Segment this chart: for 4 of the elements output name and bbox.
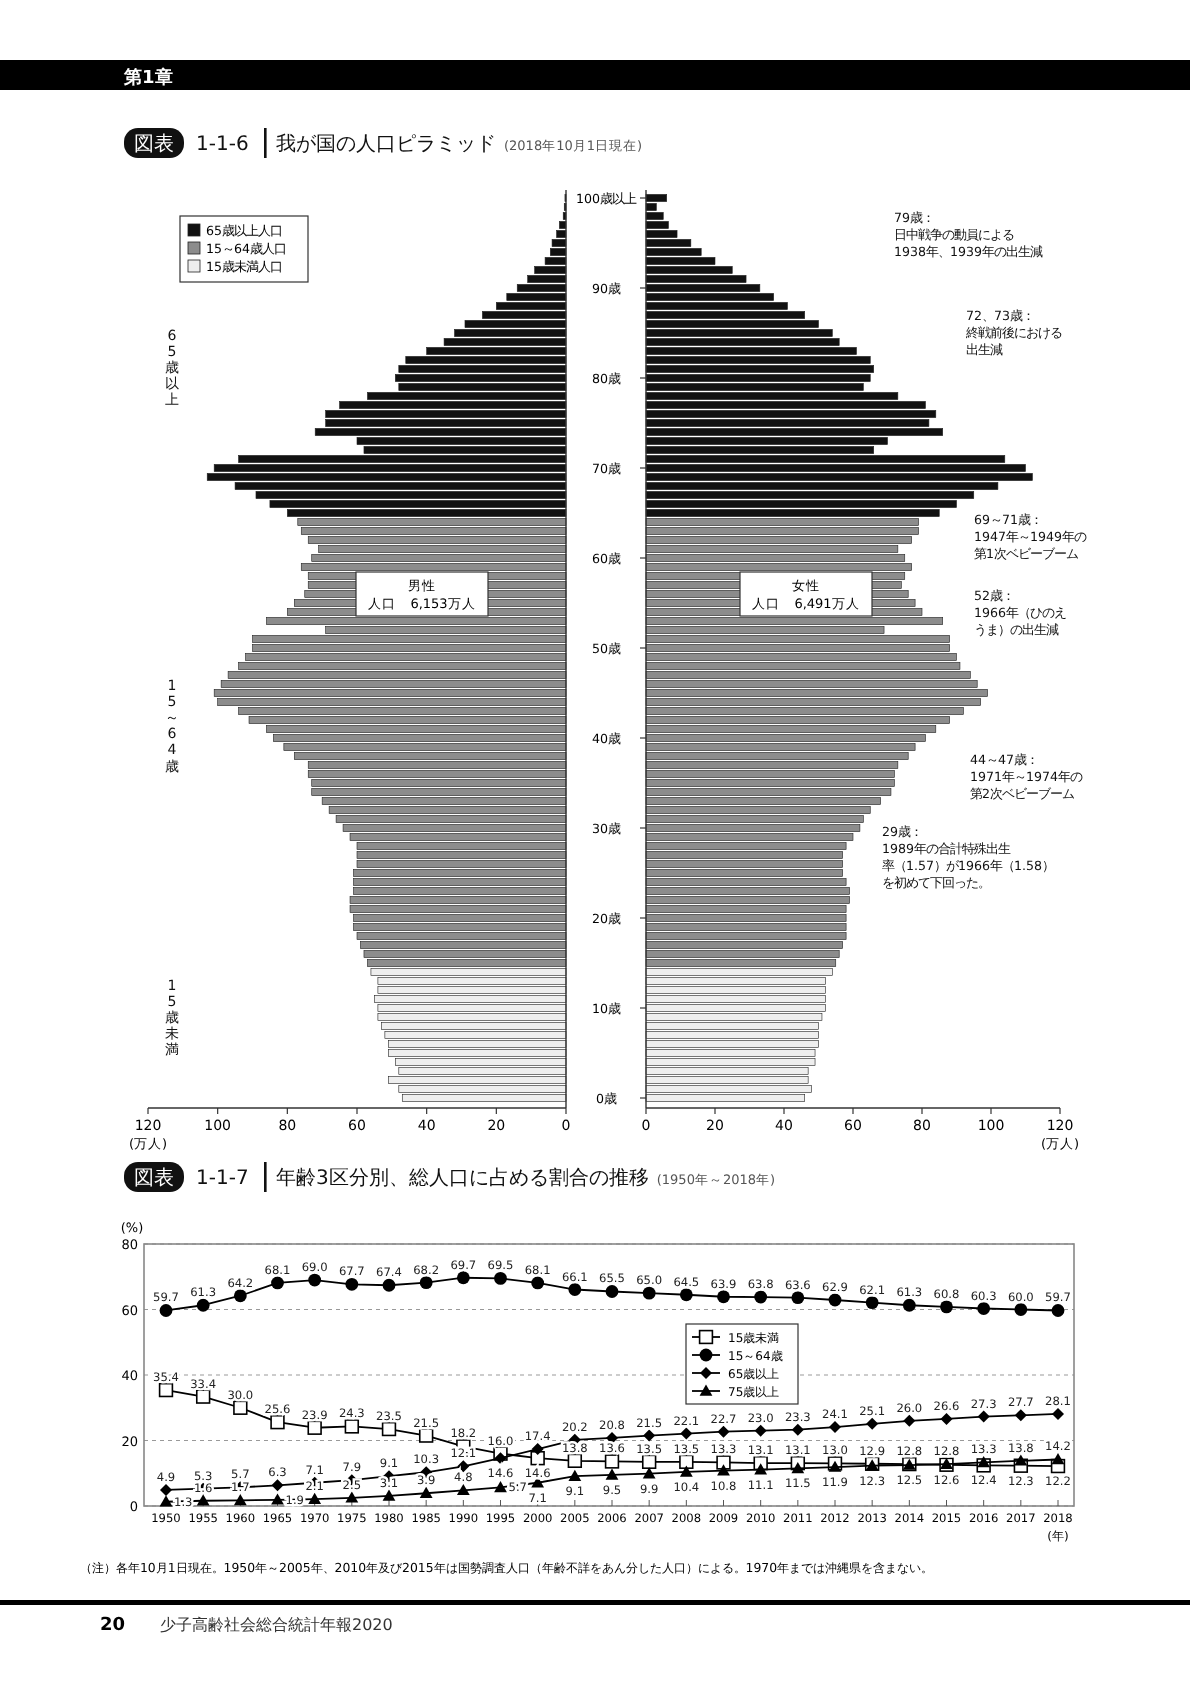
text: 第1章 [122, 67, 173, 89]
chart-title: 図表 1-1-7 年齢3区分別、総人口に占める割合の推移 [134, 1168, 649, 1190]
chart-title: 図表 1-1-6 我が国の人口ピラミッド [134, 134, 496, 156]
text: 少子高齢社会総合統計年報2020 [160, 1616, 393, 1634]
